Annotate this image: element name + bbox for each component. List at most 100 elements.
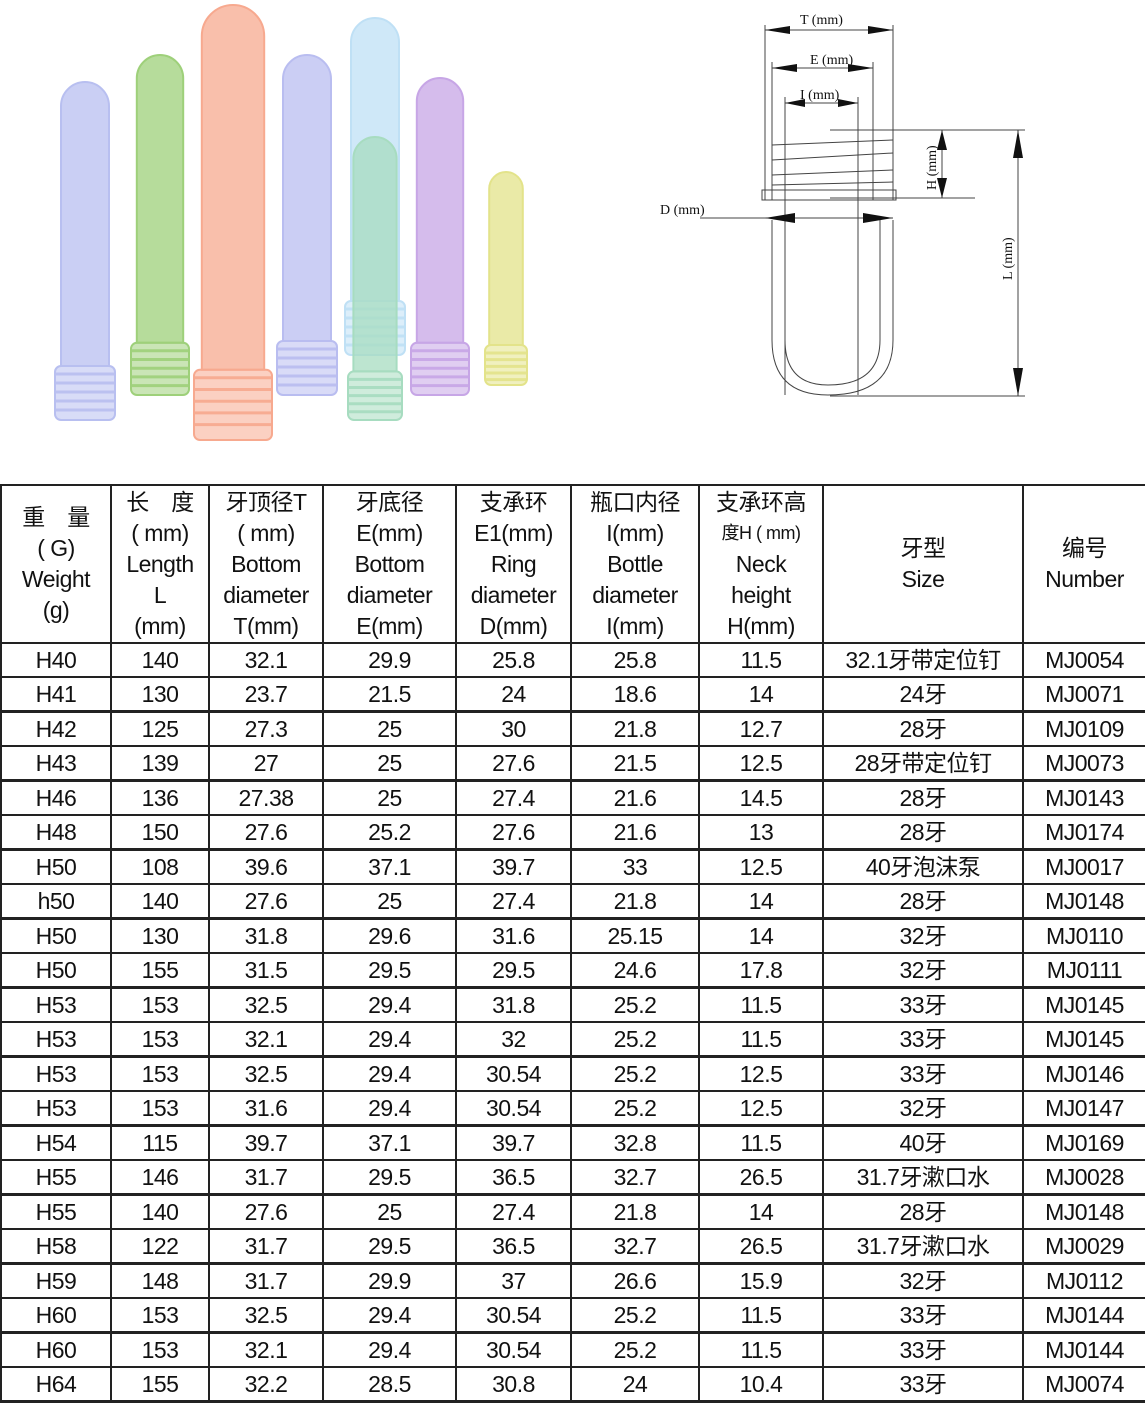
cell-neck-height: 15.9 — [698, 1262, 824, 1299]
column-header-bottom-diameter: 牙底径 E(mm) Bottom diameter E(mm) — [322, 484, 457, 644]
header-line: L — [153, 581, 167, 608]
cell-ring-diameter: 25.8 — [455, 642, 572, 678]
header-line: Ring — [490, 550, 537, 577]
cell-size: 33牙 — [822, 986, 1024, 1023]
cell-ring-diameter: 37 — [455, 1262, 572, 1299]
cell-neck-height: 12.5 — [698, 745, 824, 782]
cell-length: 155 — [110, 952, 210, 989]
cell-top-diameter: 27.6 — [208, 814, 324, 851]
cell-length: 150 — [110, 814, 210, 851]
cell-length: 153 — [110, 1055, 210, 1092]
cell-weight: H42 — [0, 710, 112, 747]
cell-weight: H55 — [0, 1193, 112, 1230]
table-row: H43 139 27 25 27.6 21.5 12.5 28牙带定位钉 MJ0073 — [0, 745, 1145, 782]
cell-ring-diameter: 30.54 — [455, 1331, 572, 1368]
cell-bottom-diameter: 29.6 — [322, 917, 457, 954]
table-row: H58 122 31.7 29.5 36.5 32.7 26.5 31.7牙漱口水 MJ0029 — [0, 1228, 1145, 1265]
header-line: Neck — [735, 550, 787, 577]
cell-number: MJ0148 — [1022, 883, 1145, 920]
header-line: 支承环高 — [716, 488, 807, 515]
cell-bottom-diameter: 29.9 — [322, 1262, 457, 1299]
cell-neck-height: 14 — [698, 676, 824, 713]
cell-ring-diameter: 24 — [455, 676, 572, 713]
cell-number: MJ0028 — [1022, 1159, 1145, 1196]
cell-weight: H60 — [0, 1331, 112, 1368]
header-line: diameter — [223, 581, 309, 608]
header-line: 瓶口内径 — [590, 488, 681, 515]
cell-bottle-diameter: 21.6 — [570, 779, 700, 816]
table-row: H55 140 27.6 25 27.4 21.8 14 28牙 MJ0148 — [0, 1193, 1145, 1230]
header-line: 牙型 — [900, 535, 947, 561]
cell-bottle-diameter: 21.8 — [570, 710, 700, 747]
header-line: 牙底径 — [355, 488, 424, 515]
cell-top-diameter: 31.6 — [208, 1090, 324, 1127]
header-line: 长 度 — [126, 488, 194, 515]
cell-top-diameter: 27.6 — [208, 883, 324, 920]
cell-top-diameter: 32.1 — [208, 642, 324, 678]
cell-bottom-diameter: 29.4 — [322, 1297, 457, 1334]
cell-bottle-diameter: 21.8 — [570, 883, 700, 920]
cell-bottle-diameter: 25.2 — [570, 1021, 700, 1058]
column-header-ring-diameter: 支承环 E1(mm) Ring diameter D(mm) — [455, 484, 572, 644]
cell-bottle-diameter: 25.2 — [570, 1297, 700, 1334]
cell-length: 153 — [110, 1021, 210, 1058]
cell-number: MJ0109 — [1022, 710, 1145, 747]
cell-size: 33牙 — [822, 1021, 1024, 1058]
cell-neck-height: 11.5 — [698, 642, 824, 678]
header-line: H(mm) — [727, 612, 795, 639]
cell-neck-height: 14.5 — [698, 779, 824, 816]
cell-size: 28牙 — [822, 1193, 1024, 1230]
cell-number: MJ0144 — [1022, 1297, 1145, 1334]
cell-top-diameter: 31.5 — [208, 952, 324, 989]
header-line: (g) — [42, 597, 70, 623]
cell-number: MJ0146 — [1022, 1055, 1145, 1092]
header-line: diameter — [592, 581, 678, 608]
cell-ring-diameter: 29.5 — [455, 952, 572, 989]
table-row: H60 153 32.5 29.4 30.54 25.2 11.5 33牙 MJ0144 — [0, 1297, 1145, 1334]
table-row: H50 108 39.6 37.1 39.7 33 12.5 40牙泡沫泵 MJ0017 — [0, 848, 1145, 885]
cell-bottle-diameter: 18.6 — [570, 676, 700, 713]
preform-tube — [347, 136, 403, 421]
cell-top-diameter: 31.8 — [208, 917, 324, 954]
cell-bottom-diameter: 29.5 — [322, 1159, 457, 1196]
cell-weight: H43 — [0, 745, 112, 782]
cell-neck-height: 11.5 — [698, 1021, 824, 1058]
table-row: H59 148 31.7 29.9 37 26.6 15.9 32牙 MJ0112 — [0, 1262, 1145, 1299]
cell-number: MJ0017 — [1022, 848, 1145, 885]
column-header-top-diameter: 牙顶径T ( mm) Bottom diameter T(mm) — [208, 484, 324, 644]
cell-bottom-diameter: 25 — [322, 779, 457, 816]
cell-weight: H55 — [0, 1159, 112, 1196]
header-line: Size — [901, 566, 945, 592]
cell-bottom-diameter: 25 — [322, 745, 457, 782]
cell-length: 125 — [110, 710, 210, 747]
header-line: 牙顶径T — [225, 488, 307, 515]
header-line: E(mm) — [356, 519, 423, 546]
cell-bottle-diameter: 25.2 — [570, 1090, 700, 1127]
cell-length: 122 — [110, 1228, 210, 1265]
cell-size: 28牙 — [822, 710, 1024, 747]
cell-bottom-diameter: 28.5 — [322, 1366, 457, 1403]
cell-weight: H53 — [0, 986, 112, 1023]
header-line: Weight — [21, 566, 91, 592]
cell-length: 155 — [110, 1366, 210, 1403]
cell-neck-height: 14 — [698, 917, 824, 954]
cell-size: 31.7牙漱口水 — [822, 1159, 1024, 1196]
cell-bottle-diameter: 25.2 — [570, 1055, 700, 1092]
header-line: Bottom — [231, 550, 301, 577]
cell-bottle-diameter: 33 — [570, 848, 700, 885]
cell-bottle-diameter: 25.8 — [570, 642, 700, 678]
cell-neck-height: 11.5 — [698, 1297, 824, 1334]
cell-length: 108 — [110, 848, 210, 885]
header-line: ( mm) — [237, 519, 295, 546]
cell-number: MJ0112 — [1022, 1262, 1145, 1299]
cell-number: MJ0071 — [1022, 676, 1145, 713]
cell-top-diameter: 32.1 — [208, 1021, 324, 1058]
cell-weight: H53 — [0, 1055, 112, 1092]
cell-top-diameter: 39.7 — [208, 1124, 324, 1161]
cell-number: MJ0110 — [1022, 917, 1145, 954]
cell-weight: H48 — [0, 814, 112, 851]
header-line: ( G) — [37, 535, 75, 561]
dimension-label-t: T (mm) — [800, 13, 843, 28]
header-line: diameter — [346, 581, 433, 608]
cell-bottom-diameter: 29.5 — [322, 1228, 457, 1265]
